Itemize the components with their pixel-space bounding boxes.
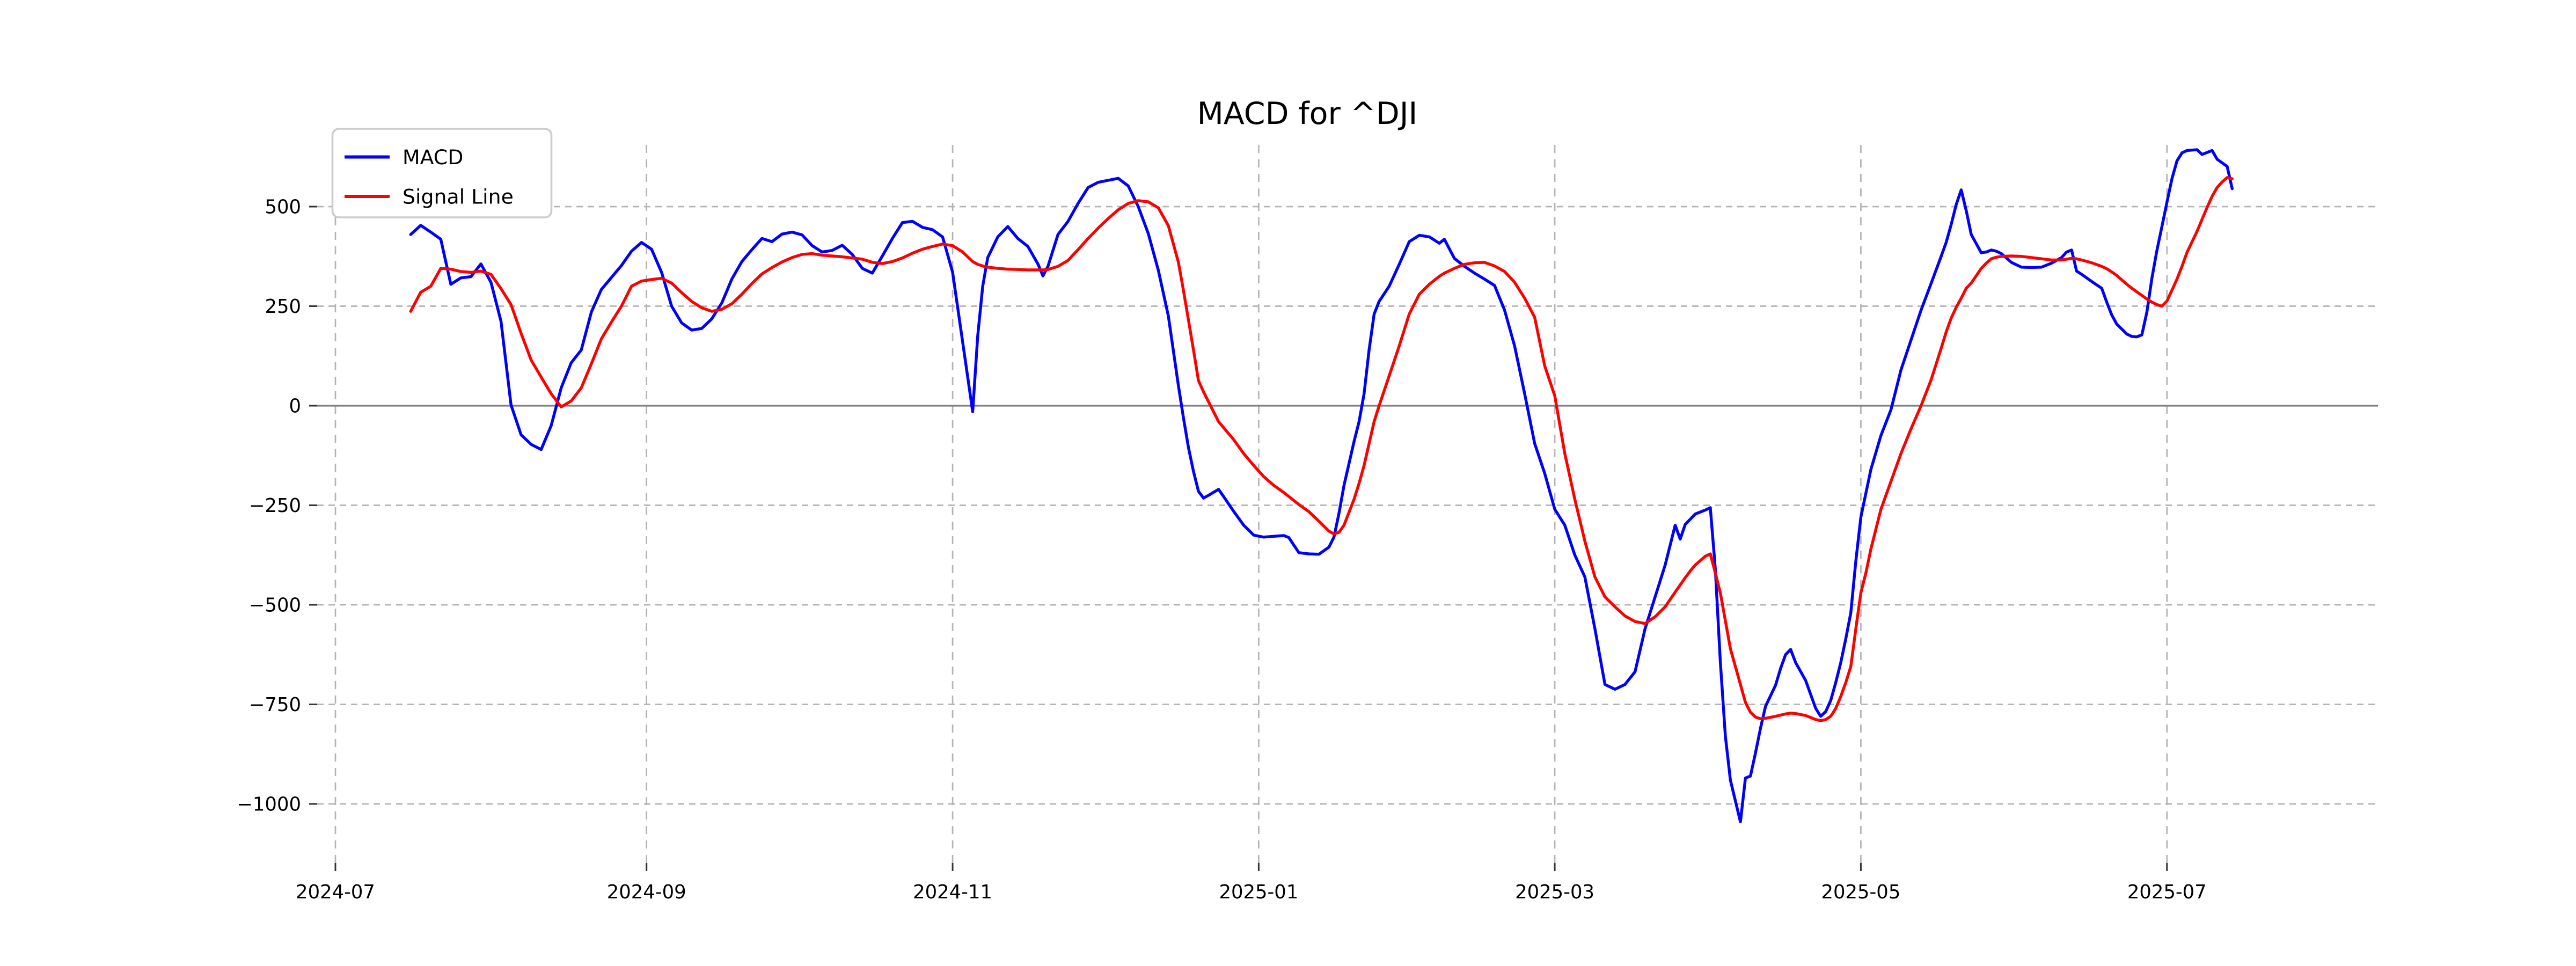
y-tick-label: 250 <box>265 296 301 318</box>
series-line-signal-line <box>409 176 2234 722</box>
x-tick-label: 2024-07 <box>296 881 375 903</box>
legend-label-macd: MACD <box>402 145 463 169</box>
series-layer <box>409 148 2234 824</box>
legend: MACD Signal Line <box>331 128 553 218</box>
tick-layer <box>309 206 2168 871</box>
x-tick-label: 2024-09 <box>607 881 686 903</box>
y-tick-label: −250 <box>249 495 301 517</box>
x-tick-label: 2025-05 <box>1821 881 1900 903</box>
series-line-macd <box>409 148 2234 824</box>
y-tick-label: −750 <box>249 694 301 716</box>
x-tick-label: 2025-03 <box>1515 881 1594 903</box>
legend-label-signal: Signal Line <box>402 185 514 209</box>
y-tick-label: −500 <box>249 595 301 617</box>
x-tick-label: 2025-07 <box>2127 881 2207 903</box>
tick-label-layer: 2024-07 2024-09 2024-11 2025-01 2025-03 2025-… <box>237 196 2206 903</box>
y-tick-label: 500 <box>265 196 301 218</box>
y-tick-label: −1000 <box>237 794 301 816</box>
x-tick-label: 2025-01 <box>1219 881 1298 903</box>
y-tick-label: 0 <box>289 396 301 418</box>
chart-title: MACD for ^DJI <box>1197 96 1418 131</box>
x-tick-label: 2024-11 <box>913 881 992 903</box>
